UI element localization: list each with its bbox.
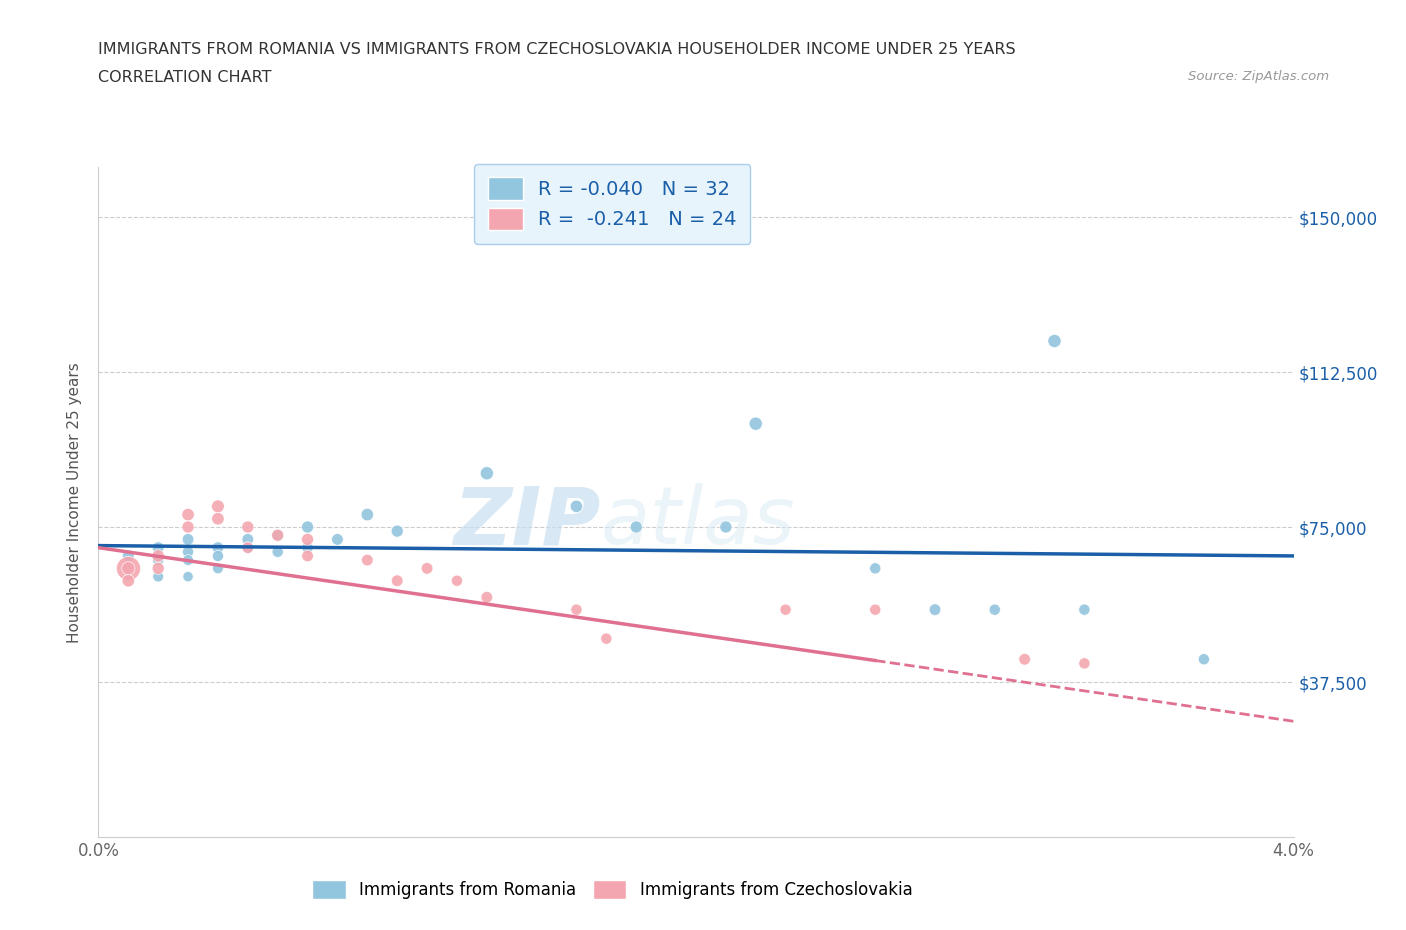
Point — [565, 498, 588, 513]
Point — [983, 603, 1005, 618]
Point — [177, 544, 200, 559]
Point — [745, 417, 768, 432]
Legend: Immigrants from Romania, Immigrants from Czechoslovakia: Immigrants from Romania, Immigrants from… — [305, 873, 920, 906]
Point — [924, 603, 946, 618]
Point — [177, 552, 200, 567]
Point — [117, 549, 139, 564]
Point — [1014, 652, 1036, 667]
Point — [177, 569, 200, 584]
Point — [117, 561, 139, 576]
Point — [475, 466, 498, 481]
Point — [267, 544, 290, 559]
Point — [207, 512, 229, 526]
Point — [236, 532, 259, 547]
Point — [117, 561, 139, 576]
Text: Source: ZipAtlas.com: Source: ZipAtlas.com — [1188, 70, 1329, 83]
Text: IMMIGRANTS FROM ROMANIA VS IMMIGRANTS FROM CZECHOSLOVAKIA HOUSEHOLDER INCOME UND: IMMIGRANTS FROM ROMANIA VS IMMIGRANTS FR… — [98, 42, 1017, 57]
Point — [297, 540, 319, 555]
Text: CORRELATION CHART: CORRELATION CHART — [98, 70, 271, 85]
Point — [1073, 603, 1095, 618]
Point — [356, 507, 378, 522]
Point — [207, 549, 229, 564]
Point — [446, 573, 468, 588]
Point — [236, 520, 259, 535]
Point — [385, 524, 409, 538]
Point — [148, 569, 170, 584]
Point — [207, 498, 229, 513]
Point — [385, 573, 409, 588]
Point — [177, 507, 200, 522]
Point — [236, 540, 259, 555]
Point — [148, 552, 170, 567]
Point — [207, 540, 229, 555]
Point — [863, 561, 886, 576]
Point — [356, 552, 378, 567]
Point — [207, 561, 229, 576]
Point — [326, 532, 349, 547]
Text: atlas: atlas — [600, 484, 796, 562]
Point — [624, 520, 647, 535]
Point — [297, 520, 319, 535]
Point — [475, 590, 498, 604]
Text: ZIP: ZIP — [453, 484, 600, 562]
Point — [148, 561, 170, 576]
Point — [177, 532, 200, 547]
Point — [863, 603, 886, 618]
Point — [416, 561, 439, 576]
Point — [1043, 334, 1066, 349]
Point — [117, 573, 139, 588]
Point — [775, 603, 797, 618]
Point — [297, 532, 319, 547]
Point — [595, 631, 617, 646]
Point — [565, 603, 588, 618]
Point — [177, 520, 200, 535]
Point — [714, 520, 737, 535]
Y-axis label: Householder Income Under 25 years: Householder Income Under 25 years — [67, 362, 83, 643]
Point — [1073, 656, 1095, 671]
Point — [117, 561, 139, 576]
Point — [236, 540, 259, 555]
Point — [267, 528, 290, 543]
Point — [148, 540, 170, 555]
Point — [148, 549, 170, 564]
Point — [1192, 652, 1215, 667]
Point — [267, 528, 290, 543]
Point — [297, 549, 319, 564]
